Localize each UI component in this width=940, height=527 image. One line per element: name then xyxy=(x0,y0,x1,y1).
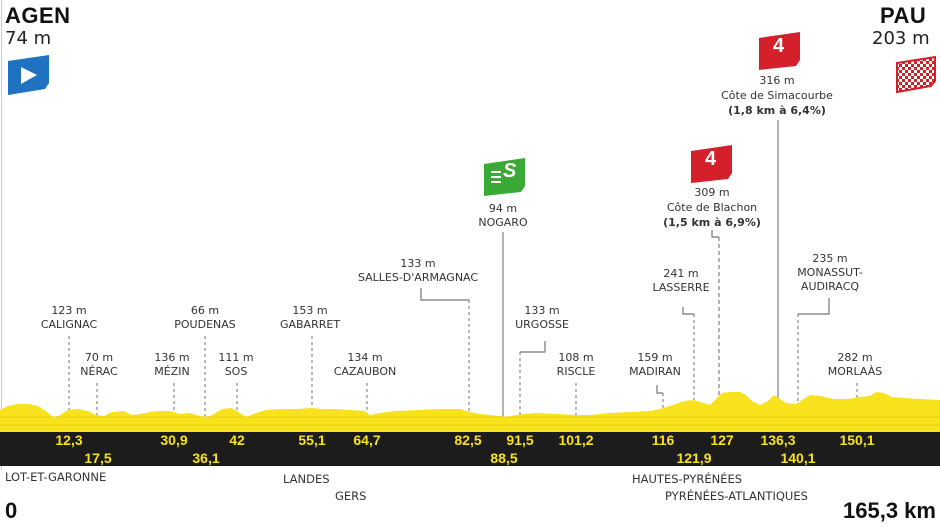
km-marker: 64,7 xyxy=(353,432,381,448)
waypoint-altitude: 123 m xyxy=(51,304,87,317)
department-label: LANDES xyxy=(283,472,330,486)
waypoint-altitude: 159 m xyxy=(637,351,673,364)
waypoint-altitude: 133 m xyxy=(524,304,560,317)
climb-detail: (1,8 km à 6,4%) xyxy=(728,104,826,117)
waypoint-name: POUDENAS xyxy=(174,318,236,331)
waypoint-name: SOS xyxy=(224,365,248,378)
department-label: HAUTES-PYRÉNÉES xyxy=(632,472,743,486)
sprint-icon xyxy=(484,158,525,196)
climb-altitude: 309 m xyxy=(694,186,730,199)
waypoint-name: MÉZIN xyxy=(154,365,190,378)
km-marker: 150,1 xyxy=(839,432,875,448)
km-marker: 91,5 xyxy=(506,432,534,448)
km-marker: 121,9 xyxy=(676,450,712,466)
waypoint-name: CALIGNAC xyxy=(40,318,98,331)
distance-start: 0 xyxy=(5,498,18,523)
km-marker: 42 xyxy=(229,432,245,448)
km-marker: 127 xyxy=(710,432,734,448)
km-marker: 30,9 xyxy=(160,432,188,448)
checkered-finish-flag-icon xyxy=(896,55,936,94)
climb-category-label: 4 xyxy=(705,148,717,170)
sprint-label: S xyxy=(503,160,517,182)
department-label: PYRÉNÉES-ATLANTIQUES xyxy=(665,489,808,503)
km-marker: 140,1 xyxy=(780,450,816,466)
km-marker: 136,3 xyxy=(760,432,796,448)
km-marker: 116 xyxy=(651,432,675,448)
start-city-name: AGEN xyxy=(5,3,71,28)
waypoint-altitude: 282 m xyxy=(837,351,873,364)
category-4-climb-icon xyxy=(759,32,800,70)
waypoint-name: MADIRAN xyxy=(629,365,681,378)
waypoint-altitude: 153 m xyxy=(292,304,328,317)
km-marker: 17,5 xyxy=(84,450,112,466)
waypoint-altitude: 111 m xyxy=(218,351,254,364)
waypoint-name: MORLAÀS xyxy=(827,365,883,378)
waypoint-name: LASSERRE xyxy=(652,281,710,294)
waypoint-altitude: 133 m xyxy=(400,257,436,270)
waypoint-name: CAZAUBON xyxy=(333,365,397,378)
climb-altitude: 316 m xyxy=(759,74,795,87)
km-marker: 55,1 xyxy=(298,432,326,448)
sprint-altitude: 94 m xyxy=(488,202,518,215)
finish-city-name: PAU xyxy=(880,3,927,28)
start-altitude: 74 m xyxy=(5,28,52,49)
department-label: LOT-ET-GARONNE xyxy=(5,470,107,484)
start-flag-icon xyxy=(8,55,49,95)
waypoint-name: GABARRET xyxy=(279,318,341,331)
climb-detail: (1,5 km à 6,9%) xyxy=(663,216,761,229)
km-marker: 12,3 xyxy=(55,432,83,448)
waypoint-name: SALLES-D'ARMAGNAC xyxy=(357,271,479,284)
km-marker: 88,5 xyxy=(490,450,518,466)
climb-name: Côte de Simacourbe xyxy=(721,89,833,102)
finish-altitude: 203 m xyxy=(872,28,930,49)
waypoint-name: URGOSSE xyxy=(515,318,569,331)
waypoint-name: RISCLE xyxy=(556,365,596,378)
sprint-name: NOGARO xyxy=(478,216,528,229)
distance-end: 165,3 km xyxy=(843,498,936,523)
waypoint-name: MONASSUT- xyxy=(797,266,863,279)
waypoint-altitude: 108 m xyxy=(558,351,594,364)
waypoint-altitude: 136 m xyxy=(154,351,190,364)
waypoint-name-line2: AUDIRACQ xyxy=(800,280,860,293)
category-4-climb-icon xyxy=(691,145,732,183)
waypoint-altitude: 134 m xyxy=(347,351,383,364)
climb-category-label: 4 xyxy=(773,35,785,57)
km-marker: 82,5 xyxy=(454,432,482,448)
waypoint-altitude: 66 m xyxy=(190,304,220,317)
climb-name: Côte de Blachon xyxy=(666,201,758,214)
waypoint-altitude: 70 m xyxy=(84,351,114,364)
waypoint-name: NÉRAC xyxy=(80,365,118,378)
km-marker: 101,2 xyxy=(558,432,594,448)
km-marker: 36,1 xyxy=(192,450,220,466)
waypoint-altitude: 241 m xyxy=(663,267,699,280)
left-border xyxy=(1,0,2,470)
waypoint-altitude: 235 m xyxy=(812,252,848,265)
elevation-profile xyxy=(0,120,940,466)
department-label: GERS xyxy=(335,489,367,503)
